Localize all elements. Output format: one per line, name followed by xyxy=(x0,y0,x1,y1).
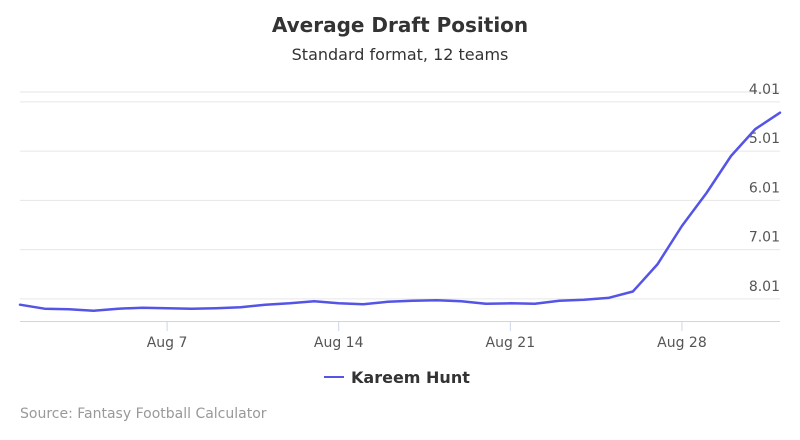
x-tick-label: Aug 14 xyxy=(314,335,364,351)
x-tick-label: Aug 7 xyxy=(147,335,188,351)
y-tick-label: 6.01 xyxy=(749,180,780,196)
x-tick-label: Aug 21 xyxy=(486,335,536,351)
y-tick-label: 5.01 xyxy=(749,131,780,147)
chart-title: Average Draft Position xyxy=(272,13,528,37)
legend-label[interactable]: Kareem Hunt xyxy=(351,368,470,387)
x-tick-label: Aug 28 xyxy=(657,335,707,351)
grid-lines xyxy=(20,91,780,300)
credits[interactable]: Source: Fantasy Football Calculator xyxy=(20,406,267,422)
legend[interactable]: Kareem Hunt xyxy=(324,368,470,387)
series-layer xyxy=(18,111,782,312)
y-tick-label: 8.01 xyxy=(749,279,780,295)
y-tick-label: 7.01 xyxy=(749,230,780,246)
y-axis-labels: 4.01 5.01 6.01 7.01 8.01 xyxy=(749,82,780,295)
y-tick-label: 4.01 xyxy=(749,82,780,98)
series-line[interactable] xyxy=(18,111,782,312)
x-axis: Aug 7 Aug 14 Aug 21 Aug 28 xyxy=(20,321,780,351)
chart-subtitle: Standard format, 12 teams xyxy=(292,45,509,64)
